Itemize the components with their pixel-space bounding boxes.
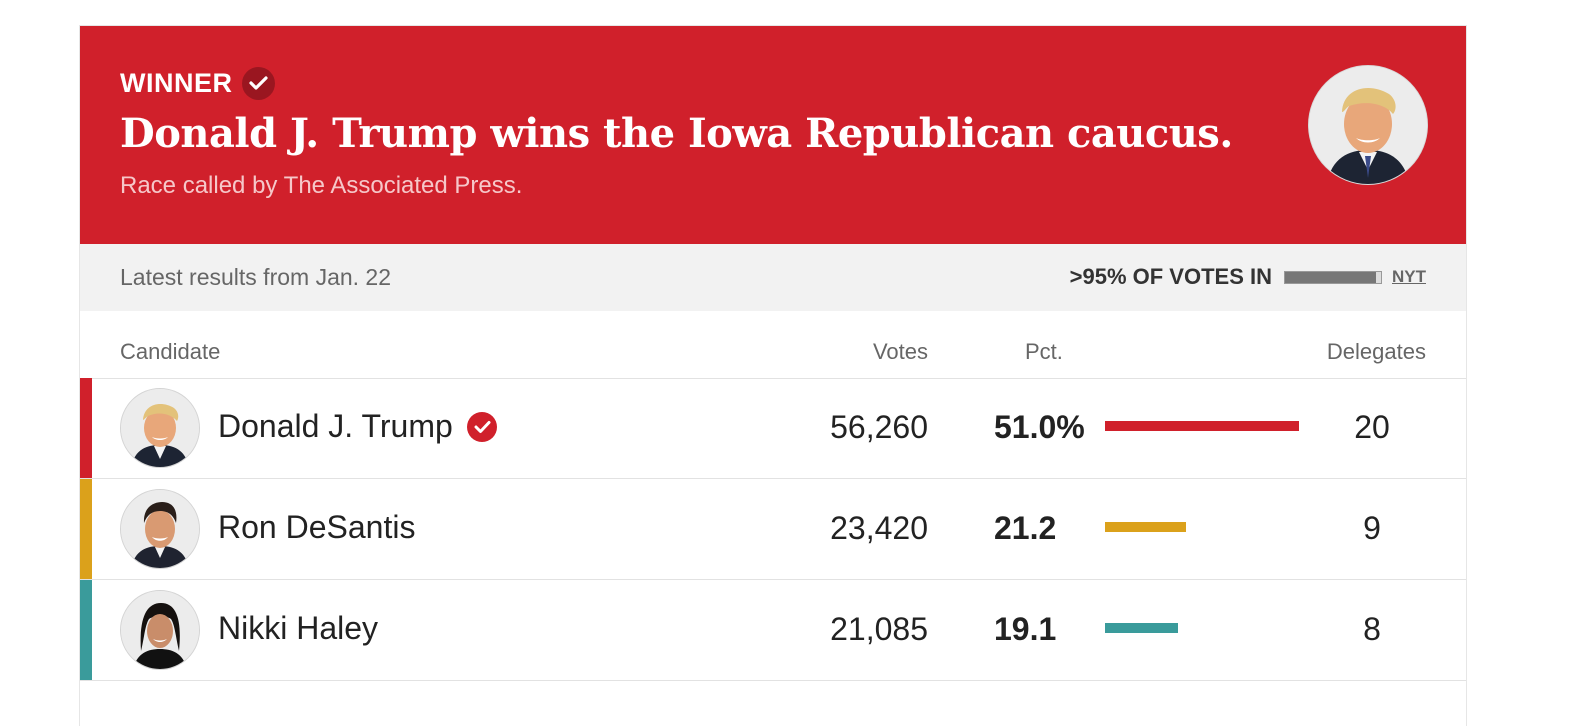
avatar xyxy=(120,590,200,670)
candidate-name: Nikki Haley xyxy=(218,610,378,647)
candidate-color-marker xyxy=(80,580,92,680)
avatar xyxy=(120,388,200,468)
votes-in-progress-fill xyxy=(1285,271,1377,283)
candidate-color-marker xyxy=(80,378,92,478)
table-header: Candidate Votes Pct. Delegates xyxy=(80,311,1466,379)
table-row: Ron DeSantis 23,420 21.2 9 xyxy=(80,479,1466,580)
candidate-delegates: 9 xyxy=(1363,510,1381,546)
candidate-votes: 21,085 xyxy=(830,611,928,647)
candidate-delegates: 20 xyxy=(1354,409,1390,445)
candidate-pct-bar xyxy=(1105,421,1299,431)
column-header-delegates: Delegates xyxy=(1326,339,1426,364)
winner-banner: WINNER Donald J. Trump wins the Iowa Rep… xyxy=(80,26,1466,244)
votes-in-label: >95% OF VOTES IN xyxy=(1069,264,1272,289)
table-row: Donald J. Trump 56,260 51.0% 20 xyxy=(80,378,1466,479)
winner-label: WINNER xyxy=(120,67,233,98)
column-header-votes: Votes xyxy=(872,339,928,364)
winner-check-icon xyxy=(466,411,497,442)
candidate-delegates: 8 xyxy=(1363,611,1381,647)
subhead: Race called by The Associated Press. xyxy=(120,172,523,199)
check-icon xyxy=(241,66,275,100)
candidate-name: Donald J. Trump xyxy=(218,408,497,445)
candidate-color-marker xyxy=(80,479,92,579)
candidate-votes: 56,260 xyxy=(830,409,928,445)
winner-photo xyxy=(1308,65,1428,185)
candidate-pct: 21.2 xyxy=(994,510,1057,546)
candidate-pct: 51.0% xyxy=(994,409,1085,445)
status-bar: Latest results from Jan. 22 >95% OF VOTE… xyxy=(80,244,1466,311)
table-row: Nikki Haley 21,085 19.1 8 xyxy=(80,580,1466,681)
source-link[interactable]: NYT xyxy=(1392,267,1426,286)
candidate-votes: 23,420 xyxy=(830,510,928,546)
candidate-name: Ron DeSantis xyxy=(218,509,415,546)
candidate-name-text: Ron DeSantis xyxy=(218,509,416,545)
headline: Donald J. Trump wins the Iowa Republican… xyxy=(120,110,1233,157)
candidate-name-text: Nikki Haley xyxy=(218,610,379,646)
candidate-pct: 19.1 xyxy=(994,611,1057,647)
results-card: WINNER Donald J. Trump wins the Iowa Rep… xyxy=(80,26,1466,726)
avatar xyxy=(120,489,200,569)
candidate-name-text: Donald J. Trump xyxy=(218,408,453,444)
column-header-candidate: Candidate xyxy=(120,339,221,364)
votes-in-progress-bar xyxy=(1284,270,1382,284)
candidate-pct-bar xyxy=(1105,522,1186,532)
winner-row: WINNER xyxy=(120,66,275,100)
votes-in-indicator: >95% OF VOTES IN NYT xyxy=(1070,264,1426,290)
latest-results-text: Latest results from Jan. 22 xyxy=(120,264,392,290)
column-header-pct: Pct. xyxy=(1025,339,1063,364)
candidate-pct-bar xyxy=(1105,623,1178,633)
